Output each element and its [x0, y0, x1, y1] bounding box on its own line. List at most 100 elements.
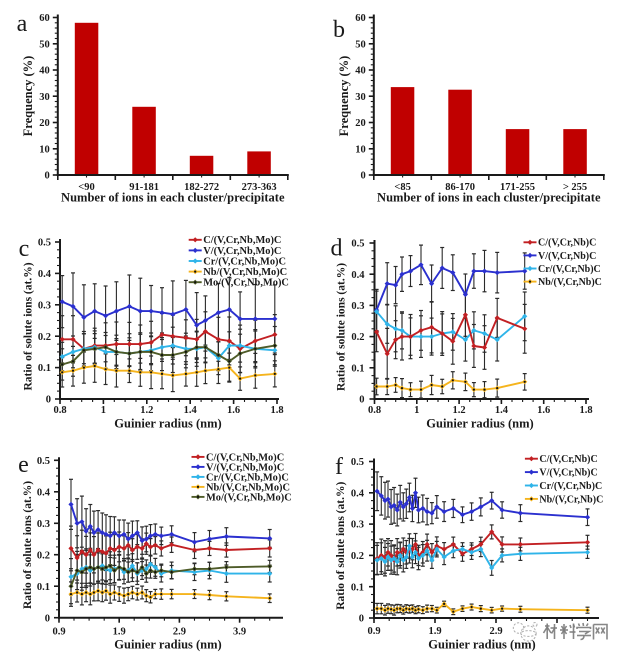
svg-text:<90: <90	[78, 182, 94, 193]
svg-text:Nb/(V,Cr,Nb)C: Nb/(V,Cr,Nb)C	[538, 277, 602, 288]
svg-text:Number of ions in each cluster: Number of ions in each cluster/precipita…	[61, 191, 285, 205]
svg-text:Frequency (%): Frequency (%)	[21, 56, 35, 137]
svg-text:0.2: 0.2	[37, 550, 50, 561]
svg-text:V/(V,Cr,Nb,Mo)C: V/(V,Cr,Nb,Mo)C	[206, 462, 284, 473]
svg-text:1.8: 1.8	[579, 405, 592, 416]
svg-text:C/(V,Cr,Nb)C: C/(V,Cr,Nb)C	[539, 454, 597, 465]
svg-text:0.5: 0.5	[351, 239, 364, 250]
svg-text:86-170: 86-170	[445, 182, 475, 193]
svg-text:20: 20	[39, 118, 50, 129]
svg-text:91-181: 91-181	[129, 182, 159, 193]
svg-text:Guinier radius (nm): Guinier radius (nm)	[114, 638, 221, 652]
svg-text:d: d	[331, 236, 343, 262]
svg-text:2.9: 2.9	[489, 626, 502, 637]
svg-text:273-363: 273-363	[242, 182, 277, 193]
svg-text:Cr/(V,Cr,Nb,Mo)C: Cr/(V,Cr,Nb,Mo)C	[206, 472, 289, 483]
svg-text:171-255: 171-255	[500, 182, 535, 193]
svg-text:Ratio of solute ions (at.%): Ratio of solute ions (at.%)	[22, 481, 34, 609]
svg-text:40: 40	[39, 66, 50, 77]
svg-text:Guinier radius (nm): Guinier radius (nm)	[428, 638, 535, 652]
svg-text:1.9: 1.9	[428, 626, 441, 637]
svg-text:Mo/(V,Cr,Nb,Mo)C: Mo/(V,Cr,Nb,Mo)C	[203, 278, 289, 289]
svg-text:0.8: 0.8	[368, 405, 381, 416]
svg-text:V/(V,Cr,Nb)C: V/(V,Cr,Nb)C	[539, 468, 597, 479]
svg-text:1.9: 1.9	[113, 627, 126, 638]
svg-text:Nb/(V,Cr,Nb,Mo)C: Nb/(V,Cr,Nb,Mo)C	[206, 482, 290, 493]
svg-text:0: 0	[45, 171, 50, 182]
svg-text:0.1: 0.1	[351, 582, 364, 593]
svg-text:1.6: 1.6	[537, 405, 550, 416]
svg-text:c: c	[19, 236, 30, 262]
svg-text:0.3: 0.3	[351, 520, 364, 531]
svg-text:Nb/(V,Cr,Nb)C: Nb/(V,Cr,Nb)C	[539, 494, 603, 505]
svg-text:0.8: 0.8	[53, 405, 66, 416]
svg-text:0: 0	[361, 171, 366, 182]
svg-text:0: 0	[359, 395, 364, 406]
svg-text:0.5: 0.5	[38, 238, 51, 249]
svg-text:50: 50	[355, 39, 366, 50]
svg-text:Mo/(V,Cr,Nb,Mo)C: Mo/(V,Cr,Nb,Mo)C	[206, 492, 292, 503]
svg-text:Ratio of solute ions (at.%): Ratio of solute ions (at.%)	[335, 482, 347, 610]
svg-text:60: 60	[39, 13, 50, 24]
svg-text:0.1: 0.1	[351, 363, 364, 374]
svg-text:0.5: 0.5	[37, 456, 50, 467]
svg-text:a: a	[17, 11, 28, 37]
svg-text:1.4: 1.4	[184, 405, 198, 416]
svg-text:0.9: 0.9	[52, 627, 65, 638]
svg-text:0.2: 0.2	[351, 551, 364, 562]
svg-text:Cr/(V,Cr,Nb)C: Cr/(V,Cr,Nb)C	[539, 481, 602, 492]
svg-text:0.1: 0.1	[37, 582, 50, 593]
svg-text:50: 50	[39, 39, 50, 50]
svg-text:Cr/(V,Cr,Nb)C: Cr/(V,Cr,Nb)C	[538, 264, 601, 275]
svg-text:Ratio of solute ions (at.%): Ratio of solute ions (at.%)	[336, 263, 348, 391]
svg-text:30: 30	[39, 92, 50, 103]
svg-text:f: f	[335, 454, 343, 480]
svg-text:> 255: > 255	[563, 182, 587, 193]
svg-text:Number of ions in each cluster: Number of ions in each cluster/precipita…	[377, 191, 601, 205]
svg-text:1.2: 1.2	[140, 405, 153, 416]
svg-text:V/(V,Cr,Nb,Mo)C: V/(V,Cr,Nb,Mo)C	[203, 246, 281, 257]
svg-text:Frequency (%): Frequency (%)	[337, 56, 351, 137]
svg-text:0.9: 0.9	[367, 626, 380, 637]
svg-text:0.1: 0.1	[38, 363, 51, 374]
svg-text:0.2: 0.2	[38, 332, 51, 343]
svg-text:Ratio of solute ions (at.%): Ratio of solute ions (at.%)	[23, 262, 35, 390]
svg-text:0.4: 0.4	[38, 269, 52, 280]
svg-text:0.4: 0.4	[351, 488, 365, 499]
svg-text:10: 10	[355, 144, 366, 155]
svg-text:C/(V,Cr,Nb)C: C/(V,Cr,Nb)C	[538, 238, 596, 249]
svg-text:0.3: 0.3	[37, 519, 50, 530]
svg-text:182-272: 182-272	[184, 182, 219, 193]
svg-text:40: 40	[355, 66, 366, 77]
svg-text:60: 60	[355, 13, 366, 24]
svg-text:1: 1	[101, 405, 106, 416]
svg-text:b: b	[333, 17, 345, 43]
svg-text:<85: <85	[394, 182, 410, 193]
svg-text:C/(V,Cr,Nb,Mo)C: C/(V,Cr,Nb,Mo)C	[206, 452, 284, 463]
svg-text:1: 1	[414, 405, 419, 416]
svg-text:V/(V,Cr,Nb)C: V/(V,Cr,Nb)C	[538, 251, 596, 262]
svg-text:3.9: 3.9	[233, 627, 246, 638]
svg-text:1.8: 1.8	[270, 405, 283, 416]
svg-text:e: e	[18, 452, 29, 478]
svg-text:0.4: 0.4	[37, 487, 51, 498]
svg-text:0: 0	[359, 614, 364, 625]
svg-text:10: 10	[39, 144, 50, 155]
svg-text:1.2: 1.2	[453, 405, 466, 416]
svg-text:0.2: 0.2	[351, 332, 364, 343]
svg-text:Guinier radius (nm): Guinier radius (nm)	[426, 417, 533, 431]
svg-text:2.9: 2.9	[173, 627, 186, 638]
svg-text:0.3: 0.3	[38, 300, 51, 311]
svg-text:Cr/(V,Cr,Nb,Mo)C: Cr/(V,Cr,Nb,Mo)C	[203, 256, 286, 267]
svg-text:0.3: 0.3	[351, 301, 364, 312]
svg-text:0: 0	[45, 613, 50, 624]
svg-text:C/(V,Cr,Nb,Mo)C: C/(V,Cr,Nb,Mo)C	[203, 235, 281, 246]
svg-text:30: 30	[355, 92, 366, 103]
svg-text:0.5: 0.5	[351, 457, 364, 468]
svg-text:0: 0	[46, 395, 51, 406]
svg-text:Nb/(V,Cr,Nb,Mo)C: Nb/(V,Cr,Nb,Mo)C	[203, 267, 287, 278]
svg-text:Guinier radius (nm): Guinier radius (nm)	[114, 417, 221, 431]
svg-text:0.4: 0.4	[351, 270, 365, 281]
svg-text:1.4: 1.4	[495, 405, 509, 416]
svg-text:1.6: 1.6	[227, 405, 240, 416]
